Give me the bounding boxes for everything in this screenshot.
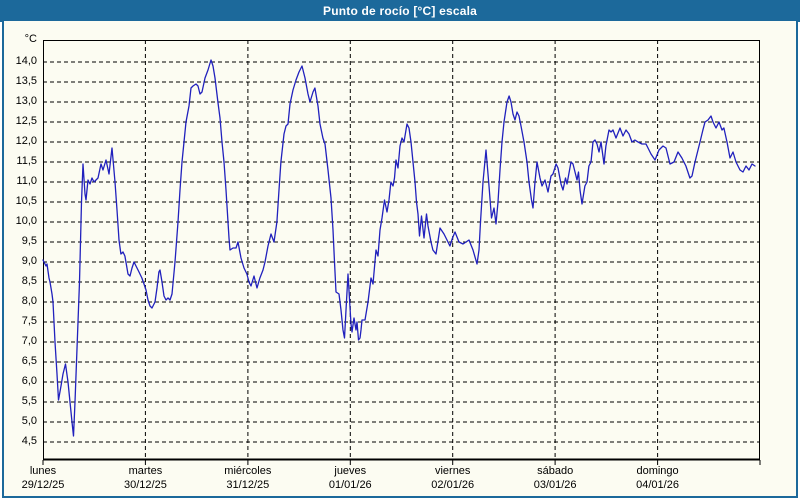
x-axis-date-label: 30/12/25	[124, 479, 167, 491]
y-axis-tick-label: 13,0	[15, 95, 37, 107]
x-axis-day-label: lunes	[29, 465, 57, 477]
y-axis-tick-label: 4,5	[21, 435, 37, 447]
title-bar: Punto de rocío [°C] escala	[0, 0, 800, 22]
y-axis-tick-label: 14,0	[15, 55, 37, 67]
x-axis-date-label: 29/12/25	[21, 479, 65, 491]
y-axis-tick-label: 8,5	[21, 275, 37, 287]
y-axis-tick-label: 13,5	[15, 75, 37, 87]
chart-title: Punto de rocío [°C] escala	[322, 4, 478, 18]
y-axis-tick-label: 8,0	[21, 295, 37, 307]
plot-border	[43, 40, 760, 460]
x-axis-day-label: sábado	[537, 465, 574, 477]
x-axis-date-label: 03/01/26	[533, 479, 577, 491]
plot-area	[42, 40, 761, 466]
x-axis-day-label: martes	[128, 465, 163, 477]
y-axis-tick-label: 10,5	[15, 195, 37, 207]
y-axis-tick-label: 11,5	[16, 155, 37, 167]
y-axis-tick-label: 7,5	[21, 315, 37, 327]
y-axis-unit-label: °C	[24, 33, 37, 45]
y-axis-tick-label: 12,0	[15, 135, 37, 147]
y-axis-tick-label: 7,0	[21, 335, 37, 347]
y-axis-tick-label: 6,0	[21, 375, 37, 387]
y-axis-tick-label: 9,5	[21, 235, 37, 247]
y-axis-tick-label: 10,0	[15, 215, 37, 227]
x-axis-date-label: 01/01/26	[328, 479, 372, 491]
y-axis-tick-label: 12,5	[15, 115, 37, 127]
x-axis-date-label: 04/01/26	[636, 479, 679, 491]
x-axis-date-label: 31/12/25	[226, 479, 270, 491]
x-axis-day-label: viernes	[434, 465, 471, 477]
x-axis-day-label: miércoles	[224, 465, 272, 477]
x-axis-date-label: 02/01/26	[431, 479, 475, 491]
chart-frame	[2, 21, 798, 498]
y-axis-tick-label: 5,0	[21, 415, 37, 427]
y-axis-tick-label: 6,5	[21, 355, 37, 367]
y-axis-tick-label: 11,0	[16, 175, 37, 187]
y-axis-tick-label: 9,0	[21, 255, 37, 267]
x-axis-day-label: jueves	[334, 465, 367, 477]
dewpoint-chart-svg	[42, 40, 761, 465]
x-axis-day-label: domingo	[636, 465, 679, 477]
y-axis-tick-label: 5,5	[21, 395, 37, 407]
dewpoint-line	[42, 59, 756, 437]
